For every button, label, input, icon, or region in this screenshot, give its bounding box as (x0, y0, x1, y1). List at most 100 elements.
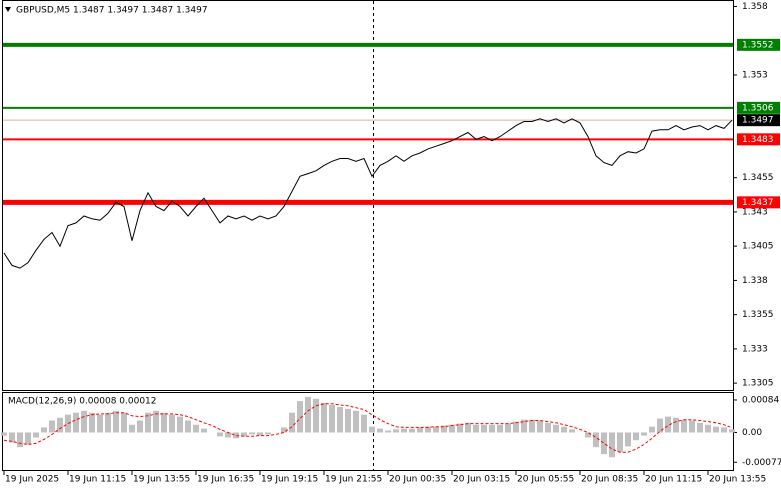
macd-bar (425, 426, 431, 433)
macd-bar (545, 422, 551, 433)
macd-bar (57, 417, 63, 433)
macd-bar (161, 412, 167, 433)
y-tick-label: 0.00 (742, 428, 762, 438)
level-label: 1.3506 (742, 103, 774, 113)
signal-line (3, 403, 733, 453)
macd-bar (497, 424, 503, 433)
macd-bar (313, 398, 319, 433)
macd-bar (177, 416, 183, 433)
macd-bar (433, 426, 439, 433)
y-tick-label: -0.00077 (742, 458, 781, 468)
macd-bar (137, 420, 143, 433)
x-tick-label: 19 Jun 16:35 (197, 475, 254, 485)
x-tick-label: 20 Jun 05:55 (517, 475, 574, 485)
macd-bar (97, 414, 103, 433)
y-tick-label: 1.3455 (742, 173, 774, 183)
macd-bar (601, 432, 607, 455)
macd-bar (305, 396, 311, 433)
macd-bar (281, 427, 287, 433)
macd-bar (289, 412, 295, 433)
macd-bar (73, 412, 79, 433)
macd-bar (41, 427, 47, 433)
macd-bar (241, 432, 247, 437)
macd-bar (537, 420, 543, 433)
macd-bar (505, 423, 511, 433)
macd-bar (561, 426, 567, 433)
macd-bar (105, 412, 111, 433)
macd-bar (385, 430, 391, 433)
level-label: 1.3483 (742, 135, 774, 145)
macd-bar (17, 432, 23, 448)
macd-bar (233, 432, 239, 439)
macd-bar (121, 412, 127, 433)
macd-bar (625, 432, 631, 447)
y-tick-label: 1.353 (742, 70, 768, 80)
macd-bar (681, 419, 687, 433)
macd-bar (33, 432, 39, 438)
macd-bar (337, 406, 343, 433)
macd-bar (201, 428, 207, 433)
macd-bar (553, 424, 559, 433)
y-tick-label: 0.00084 (742, 395, 779, 405)
y-tick-label: 1.3305 (742, 379, 774, 389)
macd-bar (1, 432, 7, 436)
macd-bar (617, 432, 623, 453)
x-tick-label: 20 Jun 11:15 (645, 475, 702, 485)
x-tick-label: 20 Jun 08:35 (581, 475, 638, 485)
macd-bar (409, 428, 415, 433)
y-tick-label: 1.3405 (742, 242, 774, 252)
macd-bar (225, 432, 231, 438)
macd-bar (449, 424, 455, 433)
macd-bar (649, 426, 655, 433)
macd-bar (521, 419, 527, 433)
macd-bar (145, 412, 151, 433)
x-tick-label: 19 Jun 13:55 (133, 475, 190, 485)
level-label-box (737, 38, 780, 51)
macd-title: MACD(12,26,9) 0.00008 0.00012 (8, 397, 157, 407)
x-tick-label: 20 Jun 00:35 (389, 475, 446, 485)
macd-bar (417, 427, 423, 433)
x-tick-label: 19 Jun 2025 (5, 475, 59, 485)
macd-bar (713, 426, 719, 433)
x-tick-label: 20 Jun 13:55 (709, 475, 766, 485)
macd-bar (473, 424, 479, 433)
macd-bar (641, 432, 647, 436)
level-label: 1.3497 (742, 116, 774, 126)
macd-bar (377, 428, 383, 433)
macd-bar (153, 410, 159, 433)
macd-bar (529, 419, 535, 433)
macd-bar (657, 418, 663, 433)
macd-bar (673, 417, 679, 433)
macd-bar (361, 414, 367, 433)
level-label: 1.3437 (742, 198, 774, 208)
macd-bar (353, 410, 359, 433)
macd-bar (593, 432, 599, 448)
macd-bar (329, 404, 335, 433)
macd-bar (585, 432, 591, 438)
x-tick-label: 19 Jun 21:55 (325, 475, 382, 485)
macd-bar (489, 424, 495, 433)
x-tick-label: 19 Jun 19:15 (261, 475, 318, 485)
macd-bar (9, 432, 15, 443)
price-line (3, 118, 733, 269)
macd-bar (81, 410, 87, 433)
macd-bar (697, 422, 703, 433)
macd-bar (465, 422, 471, 433)
macd-bar (569, 429, 575, 433)
macd-bar (729, 429, 735, 433)
macd-bar (689, 420, 695, 433)
price-frame (2, 0, 734, 391)
macd-bar (721, 427, 727, 433)
macd-bar (401, 428, 407, 433)
macd-bar (441, 425, 447, 433)
y-tick-label: 1.358 (742, 2, 768, 12)
macd-bar (633, 432, 639, 441)
chart-title: GBPUSD,M5 1.3487 1.3497 1.3487 1.3497 (16, 6, 208, 16)
macd-bar (169, 414, 175, 433)
macd-bar (113, 410, 119, 433)
macd-bar (265, 432, 271, 435)
y-tick-label: 1.3355 (742, 310, 774, 320)
level-label-box (737, 101, 780, 114)
